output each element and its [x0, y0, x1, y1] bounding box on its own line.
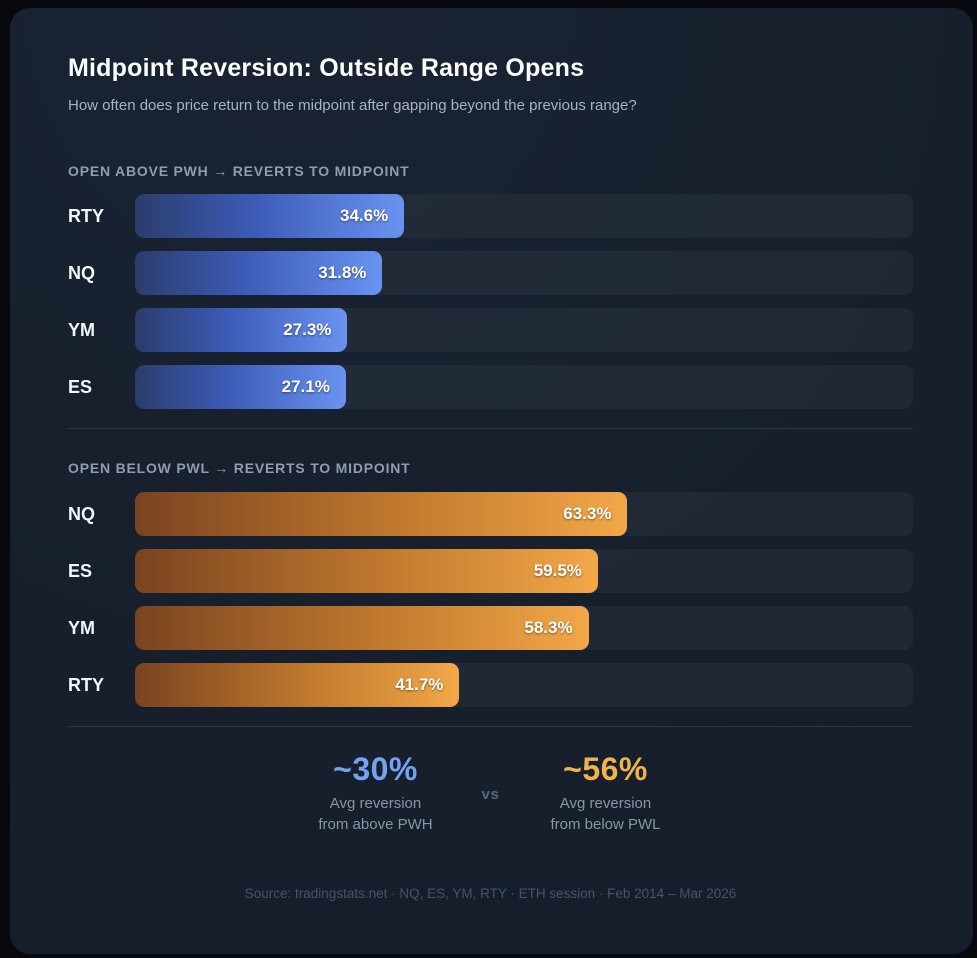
instrument-label: ES: [68, 560, 93, 581]
stat-caption-line1: Avg reversion: [329, 795, 422, 812]
stat-caption-line1: Avg reversion: [559, 795, 652, 812]
bar-track: 27.1%: [135, 365, 913, 409]
bar-track: 34.6%: [135, 194, 913, 238]
chart-card: Midpoint Reversion: Outside Range Opens …: [10, 8, 973, 954]
bar-row: YM 58.3%: [68, 606, 913, 650]
bar-row: NQ 63.3%: [68, 492, 913, 536]
bar-group-below-pwl: NQ 63.3% ES 59.5% YM 58.3%: [68, 492, 913, 707]
bar-track: 58.3%: [135, 606, 913, 650]
bar-fill: 41.7%: [135, 663, 460, 707]
stat-caption-line2: from below PWL: [550, 816, 661, 833]
instrument-label: YM: [68, 617, 95, 638]
stat-below-pwl: ~56% Avg reversion from below PWL: [511, 753, 701, 835]
section-heading-below-pwl: OPEN BELOW PWL → REVERTS TO MIDPOINT: [68, 460, 411, 476]
stat-caption-line2: from above PWH: [318, 816, 433, 833]
instrument-label: RTY: [68, 674, 104, 695]
bar-track: 59.5%: [135, 549, 913, 593]
bar-row: ES 59.5%: [68, 549, 913, 593]
page-title: Midpoint Reversion: Outside Range Opens: [68, 54, 585, 82]
bar-value-label: 41.7%: [395, 675, 444, 694]
bar-track: 41.7%: [135, 663, 913, 707]
page-subtitle: How often does price return to the midpo…: [68, 97, 637, 114]
bar-row: YM 27.3%: [68, 308, 913, 352]
bar-track: 63.3%: [135, 492, 913, 536]
bar-value-label: 27.1%: [281, 377, 330, 396]
bar-value-label: 59.5%: [533, 561, 582, 580]
bar-value-label: 63.3%: [563, 504, 612, 523]
bar-row: ES 27.1%: [68, 365, 913, 409]
section-divider: [68, 726, 913, 727]
section-heading-above-pwh: OPEN ABOVE PWH → REVERTS TO MIDPOINT: [68, 163, 410, 179]
section-divider: [68, 428, 913, 429]
stat-value-orange: ~56%: [563, 751, 648, 787]
bar-row: RTY 41.7%: [68, 663, 913, 707]
instrument-label: NQ: [68, 503, 95, 524]
bar-row: NQ 31.8%: [68, 251, 913, 295]
bar-value-label: 27.3%: [283, 320, 332, 339]
bar-track: 27.3%: [135, 308, 913, 352]
bar-fill: 63.3%: [135, 492, 628, 536]
bar-fill: 31.8%: [135, 251, 383, 295]
stat-caption: Avg reversion from above PWH: [281, 793, 471, 835]
summary-stats: ~30% Avg reversion from above PWH vs ~56…: [68, 753, 913, 835]
bar-fill: 59.5%: [135, 549, 598, 593]
bar-value-label: 31.8%: [318, 263, 367, 282]
bar-track: 31.8%: [135, 251, 913, 295]
bar-group-above-pwh: RTY 34.6% NQ 31.8% YM 27.3%: [68, 194, 913, 409]
bar-fill: 34.6%: [135, 194, 405, 238]
stat-caption: Avg reversion from below PWL: [511, 793, 701, 835]
instrument-label: RTY: [68, 205, 104, 226]
bar-fill: 27.3%: [135, 308, 348, 352]
bar-value-label: 34.6%: [339, 206, 389, 225]
bar-row: RTY 34.6%: [68, 194, 913, 238]
instrument-label: ES: [68, 376, 93, 397]
instrument-label: NQ: [68, 262, 95, 283]
bar-value-label: 58.3%: [524, 618, 573, 637]
instrument-label: YM: [68, 319, 95, 340]
stat-value-blue: ~30%: [333, 751, 418, 787]
source-footer: Source: tradingstats.net · NQ, ES, YM, R…: [244, 886, 737, 901]
bar-fill: 58.3%: [135, 606, 589, 650]
stat-above-pwh: ~30% Avg reversion from above PWH: [281, 753, 471, 835]
bar-fill: 27.1%: [135, 365, 346, 409]
vs-separator: vs: [481, 785, 500, 803]
